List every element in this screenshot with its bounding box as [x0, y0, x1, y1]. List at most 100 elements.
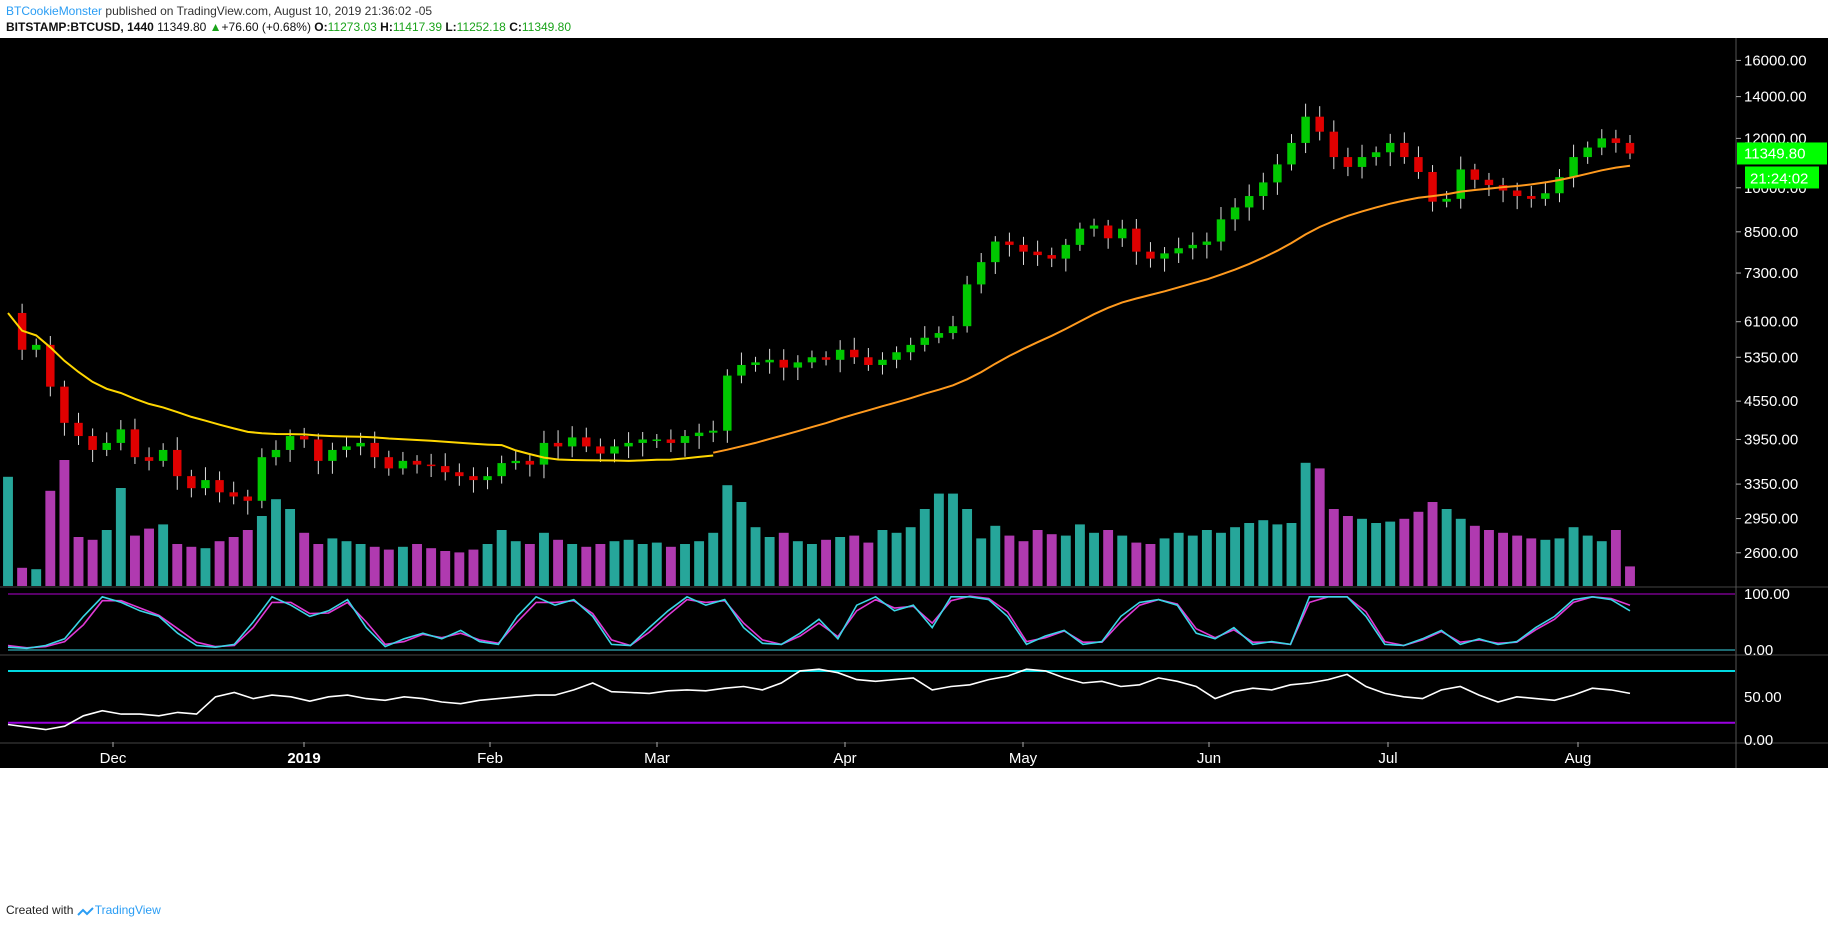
candle-body [1075, 228, 1085, 245]
time-axis-label: Dec [100, 750, 127, 767]
volume-bar [158, 524, 169, 586]
candle-body [1329, 131, 1339, 158]
candle-body [144, 457, 154, 461]
volume-bar [1258, 520, 1269, 586]
candle-body [751, 362, 760, 365]
candle-body [1456, 169, 1465, 199]
open-label: O: [314, 20, 328, 34]
price-tags: 11349.80 21:24:02 [1737, 142, 1827, 189]
candle-body [1160, 253, 1169, 259]
candle-body [723, 375, 732, 431]
volume-bar [313, 544, 324, 586]
stoch-axis-label: 100.00 [1744, 586, 1790, 603]
volume-bar [1610, 530, 1621, 586]
tradingview-logo-icon[interactable] [77, 906, 95, 916]
volume-bars [3, 460, 1635, 586]
candle-body [1512, 190, 1522, 197]
candle-body [694, 432, 704, 437]
candle-body [215, 480, 224, 493]
candle-body [31, 344, 41, 350]
volume-bar [510, 541, 521, 586]
author-link[interactable]: BTCookieMonster [6, 4, 103, 18]
chart-background [0, 38, 1828, 896]
volume-bar [496, 530, 507, 586]
axes: 16000.0014000.0012000.0010000.008500.007… [0, 38, 1828, 896]
volume-bar [59, 460, 70, 586]
volume-bar [863, 542, 874, 586]
volume-bar [1004, 535, 1015, 586]
candle-body [779, 359, 788, 368]
candle-body [314, 439, 323, 461]
volume-bar [1342, 516, 1353, 586]
candle-body [850, 349, 859, 358]
volume-bar [821, 539, 831, 586]
trading-chart[interactable]: 16000.0014000.0012000.0010000.008500.007… [0, 38, 1828, 896]
volume-bar [271, 499, 281, 586]
candle-body [638, 439, 647, 443]
volume-bar [1328, 509, 1339, 586]
candle-body [1414, 157, 1423, 172]
candle-body [1146, 251, 1155, 259]
candle-body [1385, 142, 1395, 153]
volume-bar [651, 542, 662, 586]
volume-bar [807, 544, 817, 586]
volume-bar [1244, 523, 1255, 586]
candle-body [426, 464, 436, 467]
price-axis-label: 5350.00 [1744, 349, 1798, 366]
candle-body [328, 449, 337, 461]
volume-bar [1469, 525, 1480, 586]
volume-bar [1272, 524, 1283, 586]
volume-bar [835, 537, 846, 586]
volume-bar [1145, 544, 1156, 586]
volume-bar [1554, 538, 1565, 586]
volume-bar [454, 552, 465, 586]
candle-body [1583, 147, 1592, 158]
candle-body [1301, 116, 1310, 143]
time-axis-label: Mar [644, 750, 670, 767]
volume-bar [1046, 534, 1057, 586]
tradingview-link[interactable]: TradingView [94, 903, 161, 917]
volume-bar [694, 541, 705, 586]
price-axis-label: 4550.00 [1744, 393, 1798, 410]
volume-bar [1427, 502, 1438, 586]
rsi-pane [7, 668, 1735, 731]
candle-body [384, 457, 394, 469]
candle-body [1555, 177, 1564, 194]
candle-body [976, 262, 986, 285]
volume-bar [341, 541, 352, 586]
high-value: 11417.39 [392, 20, 442, 34]
volume-bar [299, 532, 310, 586]
time-axis-label: Jul [1378, 750, 1397, 767]
publisher-line: BTCookieMonster published on TradingView… [6, 4, 432, 18]
candle-body [624, 442, 633, 447]
candle-body [553, 442, 563, 447]
volume-bar [1032, 530, 1043, 586]
candle-body [821, 357, 831, 360]
volume-bar [369, 546, 380, 586]
candle-body [299, 436, 309, 440]
volume-bar [990, 525, 1001, 586]
candle-body [1597, 138, 1607, 148]
candle-body [1089, 225, 1099, 229]
candle-body [737, 364, 746, 376]
high-label: H: [380, 20, 393, 34]
volume-bar [792, 541, 803, 586]
candle-body [229, 492, 238, 497]
volume-bar [708, 532, 719, 586]
candle-body [88, 436, 97, 450]
volume-bar [764, 537, 775, 586]
volume-bar [1074, 524, 1085, 586]
stochastic-pane [7, 593, 1735, 651]
price-axis-label: 3350.00 [1744, 476, 1798, 493]
candle-body [116, 429, 126, 443]
volume-bar [130, 535, 140, 586]
volume-bar [1159, 538, 1170, 586]
price-axis-label: 14000.00 [1744, 89, 1807, 106]
volume-bar [1512, 535, 1523, 586]
candle-body [525, 460, 535, 465]
volume-bar [1201, 530, 1212, 586]
volume-bar [1371, 523, 1382, 586]
time-axis-label: Apr [833, 750, 856, 767]
candle-body [1484, 179, 1494, 186]
candle-body [906, 344, 915, 353]
